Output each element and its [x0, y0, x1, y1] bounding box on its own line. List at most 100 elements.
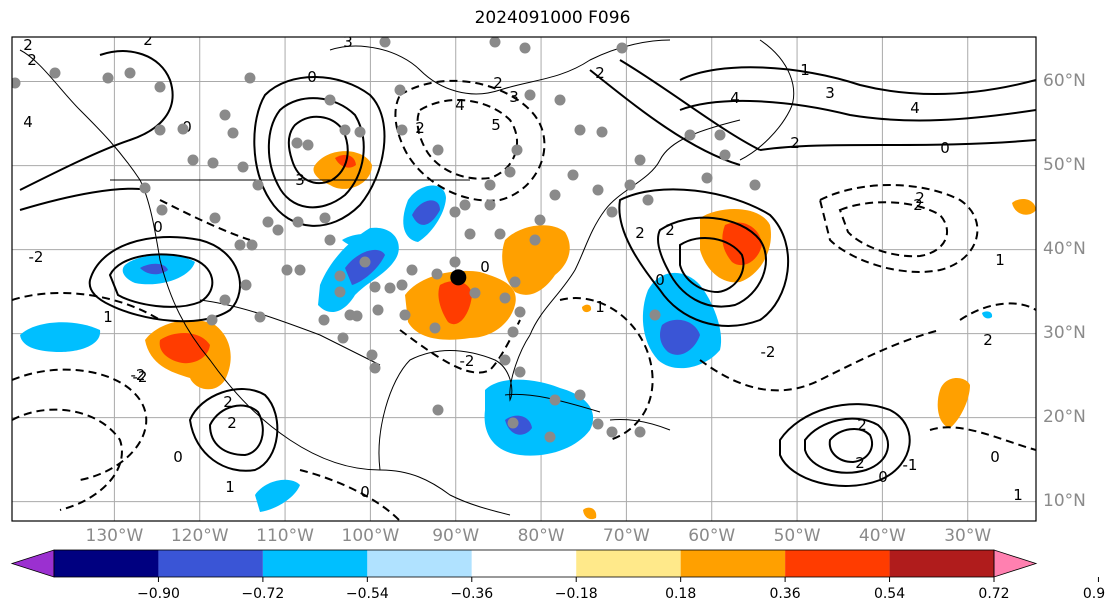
- contour-label: 0: [153, 218, 163, 236]
- lon-tick-label: 40°W: [858, 526, 906, 546]
- anomaly-orange: [583, 507, 597, 520]
- contour-solid: [657, 216, 767, 308]
- anomaly-blue: [484, 379, 594, 456]
- station-dot: [139, 182, 151, 194]
- colorbar-segment: [54, 550, 159, 577]
- contour-label: 2: [493, 74, 503, 92]
- station-dot: [574, 124, 586, 136]
- contour-label: 0: [480, 258, 490, 276]
- station-dot: [240, 279, 252, 291]
- station-dot: [372, 304, 384, 316]
- station-dot: [154, 124, 166, 136]
- lat-tick-label: 60°N: [1043, 70, 1086, 91]
- colorbar-segment: [471, 550, 577, 577]
- contour-label: 0: [655, 271, 665, 289]
- contour-label: 2: [855, 454, 865, 472]
- colorbar-extend-high: [993, 549, 1038, 578]
- colorbar-extend-low: [10, 549, 55, 578]
- station-dot: [359, 256, 371, 268]
- contour-label: 2: [143, 31, 153, 49]
- station-dot: [519, 42, 531, 54]
- contour-solid: [108, 253, 214, 308]
- station-dot: [154, 81, 166, 93]
- station-dot: [714, 129, 726, 141]
- colorbar: [10, 549, 1099, 582]
- contour-dashed: [394, 79, 546, 202]
- station-dot: [684, 129, 696, 141]
- station-dot: [244, 72, 256, 84]
- station-dot: [281, 264, 293, 276]
- station-dot: [507, 326, 519, 338]
- station-dot: [206, 314, 218, 326]
- station-dot: [507, 417, 519, 429]
- lon-tick-label: 100°W: [341, 526, 400, 546]
- contour-dashed: [399, 319, 521, 374]
- contour-dashed: [12, 368, 148, 481]
- contour-solid: [208, 404, 264, 457]
- colorbar-tick-label: −0.90: [136, 586, 180, 602]
- lat-tick-label: 20°N: [1043, 406, 1086, 427]
- station-dot: [459, 199, 471, 211]
- lat-tick-label: 30°N: [1043, 322, 1086, 343]
- station-dot: [749, 179, 761, 191]
- station-dot: [399, 309, 411, 321]
- location-marker: [450, 269, 467, 286]
- station-dot: [272, 224, 284, 236]
- contour-label: 4: [910, 99, 920, 117]
- station-dot: [379, 37, 391, 48]
- station-dot: [484, 179, 496, 191]
- station-dot: [102, 72, 114, 84]
- lon-tick-label: 80°W: [517, 526, 565, 546]
- contour-solid: [619, 59, 761, 151]
- station-dot: [246, 239, 258, 251]
- station-dot: [616, 42, 628, 54]
- colorbar-tick-label: 0.18: [665, 586, 697, 602]
- station-dot: [302, 139, 314, 151]
- station-dot: [432, 404, 444, 416]
- station-dot: [469, 287, 481, 299]
- station-dot: [396, 279, 408, 291]
- contour-label: 3: [343, 33, 353, 51]
- station-dot: [337, 332, 349, 344]
- contour-label: 0: [307, 68, 317, 86]
- station-dot: [366, 349, 378, 361]
- station-dot: [12, 77, 21, 89]
- station-dot: [369, 281, 381, 293]
- station-dot: [156, 204, 168, 216]
- station-dot: [291, 137, 303, 149]
- station-dot: [318, 314, 330, 326]
- contour-label: 0: [173, 448, 183, 466]
- lon-tick-label: 90°W: [432, 526, 480, 546]
- contour-label: 3: [295, 171, 305, 189]
- colorbar-tick-label: −0.72: [241, 586, 285, 602]
- hispaniola: [609, 419, 671, 431]
- station-dot: [396, 124, 408, 136]
- colorbar-tick-label: −0.54: [345, 586, 389, 602]
- station-dot: [227, 127, 239, 139]
- contour-label: -2: [29, 248, 44, 266]
- station-dot: [219, 109, 231, 121]
- station-dot: [567, 169, 579, 181]
- station-dot: [489, 37, 501, 48]
- contour-dashed: [929, 426, 1036, 451]
- station-dot: [606, 206, 618, 218]
- station-dot: [262, 216, 274, 228]
- anomaly-blue: [255, 479, 300, 512]
- station-dot: [624, 179, 636, 191]
- contour-label: 2: [227, 414, 237, 432]
- chart-title: 2024091000 F096: [474, 8, 631, 28]
- contour-solid: [19, 50, 174, 191]
- lat-tick-label: 50°N: [1043, 154, 1086, 175]
- station-dot: [369, 362, 381, 374]
- anomaly-red: [438, 281, 472, 325]
- contour-label: 2: [983, 331, 993, 349]
- station-dot: [252, 179, 264, 191]
- contour-dashed: [699, 329, 941, 392]
- station-dot: [504, 166, 516, 178]
- colorbar-segment: [680, 550, 786, 577]
- contour-label: 4: [730, 89, 740, 107]
- contour-label: -2: [133, 368, 148, 386]
- contour-solid: [88, 236, 241, 323]
- anomaly-orange: [937, 378, 970, 428]
